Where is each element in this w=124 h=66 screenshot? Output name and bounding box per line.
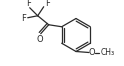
- Text: F: F: [45, 0, 50, 8]
- Text: F: F: [21, 14, 26, 23]
- Text: F: F: [26, 0, 31, 8]
- Text: CH₃: CH₃: [101, 48, 115, 57]
- Text: O: O: [89, 48, 95, 57]
- Text: O: O: [36, 35, 43, 44]
